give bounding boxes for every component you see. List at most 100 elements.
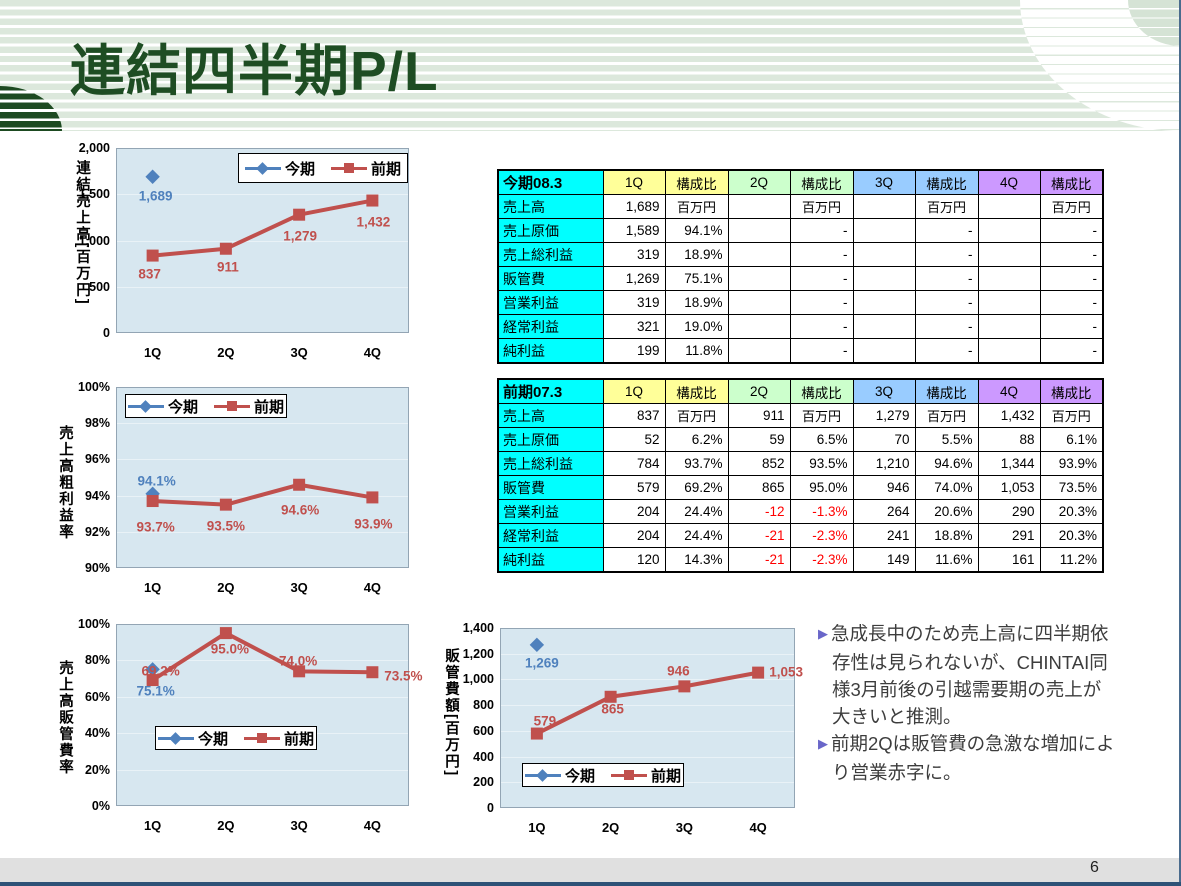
column-header: 構成比 [914,169,979,195]
marker-square-icon [678,680,691,693]
data-label: 93.5% [206,518,246,534]
marker-square-icon [530,727,543,740]
legend-line-sample [127,399,164,413]
marker-square-icon [293,478,306,491]
table-cell: 14.3% [664,547,729,573]
x-tick-label: 2Q [217,345,235,360]
table-cell: 94.6% [914,451,979,476]
table-cell: -12 [727,499,791,524]
table-cell: - [1039,218,1104,243]
table-cell [852,218,916,243]
table-cell: 93.5% [789,451,854,476]
column-header: 構成比 [1039,169,1104,195]
table-row: 売上原価 52 6.2% 59 6.5% 70 5.5% 88 6.1% [497,427,1104,452]
table-cell: 290 [977,499,1041,524]
table-cell [977,314,1041,339]
row-label: 純利益 [497,547,604,573]
data-label: 94.6% [280,502,320,518]
axis-title: 連結売上高[百万円] [74,160,90,306]
table-cell [727,338,791,364]
table-cell [977,242,1041,267]
row-label: 経常利益 [497,523,604,548]
y-tick-label: 90% [84,561,110,575]
data-label: 93.7% [136,519,175,535]
y-tick-label: 0 [103,326,110,340]
table-cell: - [1039,242,1104,267]
legend-diamond-icon [256,161,269,175]
column-header: 3Q [852,169,916,195]
gridline [501,705,794,706]
gridline [117,770,408,771]
table-cell: 852 [727,451,791,476]
x-tick-label: 3Q [675,820,694,835]
row-label: 売上総利益 [497,242,604,267]
table-current-period: 今期08.3 1Q 構成比 2Q 構成比 3Q 構成比 4Q 構成比 売上高 1,689 百万円 百万円… [497,169,1104,364]
y-tick-label: 2,000 [78,141,110,155]
row-label: 売上総利益 [497,451,604,476]
table-cell [977,338,1041,364]
marker-square-icon [146,249,159,262]
table-cell: 199 [602,338,666,364]
legend-square-icon [344,163,354,173]
table-cell: 6.5% [789,427,854,452]
table-cell [852,314,916,339]
table-cell: - [914,338,979,364]
notes-block: ▶ 急成長中のため売上高に四半期依存性は見られないが、CHINTAI同様3月前後の… [818,620,1116,786]
table-cell: 319 [602,290,666,315]
table-cell: - [914,290,979,315]
table-cell: 319 [602,242,666,267]
note-bullet-line: ▶ 前期2Qは販管費の急激な増加により営業赤字に。 [818,730,1116,786]
note-bullet-line: ▶ 急成長中のため売上高に四半期依存性は見られないが、CHINTAI同様3月前後の… [818,620,1116,730]
column-header: 3Q [852,378,916,404]
legend-square-icon [257,733,267,743]
table-cell: 18.9% [664,242,729,267]
table-cell: 11.2% [1039,547,1104,573]
table-cell: 74.0% [914,475,979,500]
table-cell: 百万円 [1039,194,1104,219]
x-tick-label: 4Q [749,820,767,835]
table-cell: 837 [602,403,666,428]
table-row: 売上原価 1,589 94.1% - - - [497,218,1104,243]
table-cell: 93.7% [664,451,729,476]
y-tick-label: 0% [91,799,110,813]
table-cell: 69.2% [664,475,729,500]
table-cell: 149 [852,547,916,573]
row-label: 販管費 [497,266,604,291]
table-cell: 1,279 [852,403,916,428]
column-header: 4Q [977,378,1041,404]
table-cell: 1,210 [852,451,916,476]
column-header: 2Q [727,378,791,404]
marker-square-icon [293,665,306,678]
row-label: 純利益 [497,338,604,364]
table-cell: 204 [602,523,666,548]
table-cell: 百万円 [664,403,729,428]
table-cell: 95.0% [789,475,854,500]
x-tick-label: 3Q [290,818,308,833]
y-tick-label: 98% [84,416,110,431]
data-label: 911 [216,259,239,275]
table-cell: -2.3% [789,547,854,573]
table-cell: 6.1% [1039,427,1104,452]
chart-series-canvas [145,627,379,687]
gridline [117,459,408,460]
row-label: 営業利益 [497,290,604,315]
table-cell [727,290,791,315]
data-label: 74.0% [278,653,318,669]
table-cell: 百万円 [789,194,854,219]
table-cell: 291 [977,523,1041,548]
legend-item-prior: 前期 [331,158,401,179]
table-title: 前期07.3 [497,378,604,404]
legend: 今期 前期 [155,726,317,750]
y-tick-label: 800 [473,698,494,713]
table-cell [852,266,916,291]
table-cell: 1,344 [977,451,1041,476]
table-cell: 18.8% [914,523,979,548]
marker-square-icon [146,674,159,687]
gridline [501,731,794,732]
legend: 今期 前期 [125,394,287,418]
table-cell: 911 [727,403,791,428]
x-tick-label: 3Q [290,345,308,360]
data-label: 579 [533,713,557,729]
legend-diamond-icon [536,768,549,782]
y-tick-label: 60% [84,689,110,704]
